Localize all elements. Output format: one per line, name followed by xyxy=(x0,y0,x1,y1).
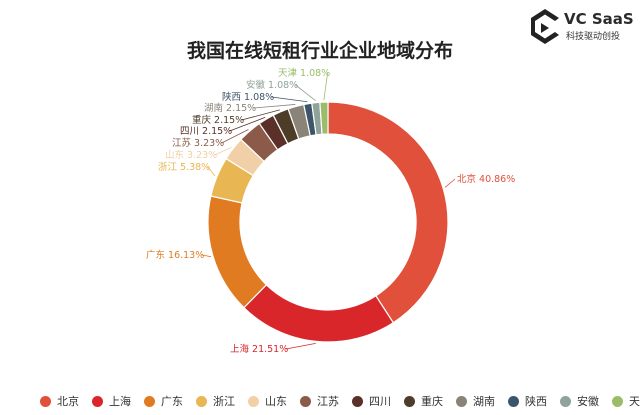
legend-label: 上海 xyxy=(109,395,131,408)
legend-swatch xyxy=(248,395,259,407)
donut-slice xyxy=(327,101,449,324)
legend-swatch xyxy=(612,395,623,407)
legend-item: 天津 xyxy=(612,393,640,409)
brand-tagline: 科技驱动创投 xyxy=(566,32,621,42)
chart-title: 我国在线短租行业企业地域分布 xyxy=(186,40,453,62)
slice-data-label: 江苏 3.23% xyxy=(172,137,224,149)
slice-data-label: 广东 16.13% xyxy=(146,249,204,261)
brand-name: VC SaaS xyxy=(564,10,634,28)
slice-data-label: 山东 3.23% xyxy=(165,149,217,161)
legend-label: 天津 xyxy=(629,395,640,408)
legend-label: 山东 xyxy=(265,395,287,408)
slice-data-label: 四川 2.15% xyxy=(180,126,232,137)
legend-item: 广东 xyxy=(144,393,183,409)
legend-label: 湖南 xyxy=(473,395,495,408)
slice-data-label: 北京 40.86% xyxy=(457,173,515,185)
vc-logo-icon xyxy=(531,9,559,44)
legend-item: 安徽 xyxy=(560,393,599,409)
legend-swatch xyxy=(196,395,207,407)
legend-label: 重庆 xyxy=(421,395,443,408)
donut-slice xyxy=(243,283,395,343)
legend-item: 重庆 xyxy=(404,393,443,409)
legend-swatch xyxy=(404,395,415,407)
legend-swatch xyxy=(40,395,51,407)
legend-swatch xyxy=(560,395,571,407)
legend-item: 陕西 xyxy=(508,393,547,409)
slice-data-label: 重庆 2.15% xyxy=(192,114,244,126)
chart-legend: 北京 上海 广东 浙江 山东 江苏 四川 重庆 湖南 陕西 安徽 天津 xyxy=(40,390,640,412)
label-leader-line xyxy=(214,147,232,156)
brand-logo: VC SaaS 科技驱动创投 xyxy=(528,6,636,46)
legend-item: 湖南 xyxy=(456,393,495,409)
donut-slice xyxy=(207,195,268,309)
label-leader-line xyxy=(253,104,296,109)
label-leader-line xyxy=(285,342,316,350)
slice-data-label: 上海 21.51% xyxy=(230,343,288,355)
slice-data-label: 天津 1.08% xyxy=(278,68,330,79)
legend-swatch xyxy=(92,395,103,407)
legend-label: 广东 xyxy=(161,395,183,408)
slice-data-label: 陕西 1.08% xyxy=(222,91,274,103)
legend-item: 江苏 xyxy=(300,393,339,409)
legend-swatch xyxy=(352,395,363,407)
legend-item: 山东 xyxy=(248,393,287,409)
legend-label: 陕西 xyxy=(525,395,547,408)
legend-label: 北京 xyxy=(57,395,79,408)
legend-label: 四川 xyxy=(369,395,391,408)
legend-swatch xyxy=(144,395,155,407)
legend-label: 浙江 xyxy=(213,395,235,408)
legend-label: 江苏 xyxy=(317,395,339,408)
slice-data-label: 湖南 2.15% xyxy=(204,102,256,114)
label-leader-line xyxy=(323,72,328,101)
legend-item: 浙江 xyxy=(196,393,235,409)
slice-data-label: 安徽 1.08% xyxy=(246,79,298,91)
legend-item: 北京 xyxy=(40,393,79,409)
legend-swatch xyxy=(456,395,467,407)
legend-item: 四川 xyxy=(352,393,391,409)
label-leader-line xyxy=(201,254,212,258)
slice-data-label: 浙江 5.38% xyxy=(158,161,210,173)
legend-swatch xyxy=(300,395,311,407)
label-leader-line xyxy=(207,166,216,177)
label-leader-line xyxy=(229,117,266,132)
label-leader-line xyxy=(221,129,249,144)
legend-item: 上海 xyxy=(92,393,131,409)
label-leader-line xyxy=(271,96,308,103)
legend-label: 安徽 xyxy=(577,395,599,408)
label-leader-line xyxy=(241,109,280,121)
label-leader-line xyxy=(444,178,456,188)
label-leader-line xyxy=(295,84,316,101)
donut-chart: 北京 40.86% 上海 21.51% 广东 16.13% 浙江 5.38%山东 3.… xyxy=(146,68,515,355)
legend-swatch xyxy=(508,395,519,407)
donut-slice xyxy=(319,101,329,135)
